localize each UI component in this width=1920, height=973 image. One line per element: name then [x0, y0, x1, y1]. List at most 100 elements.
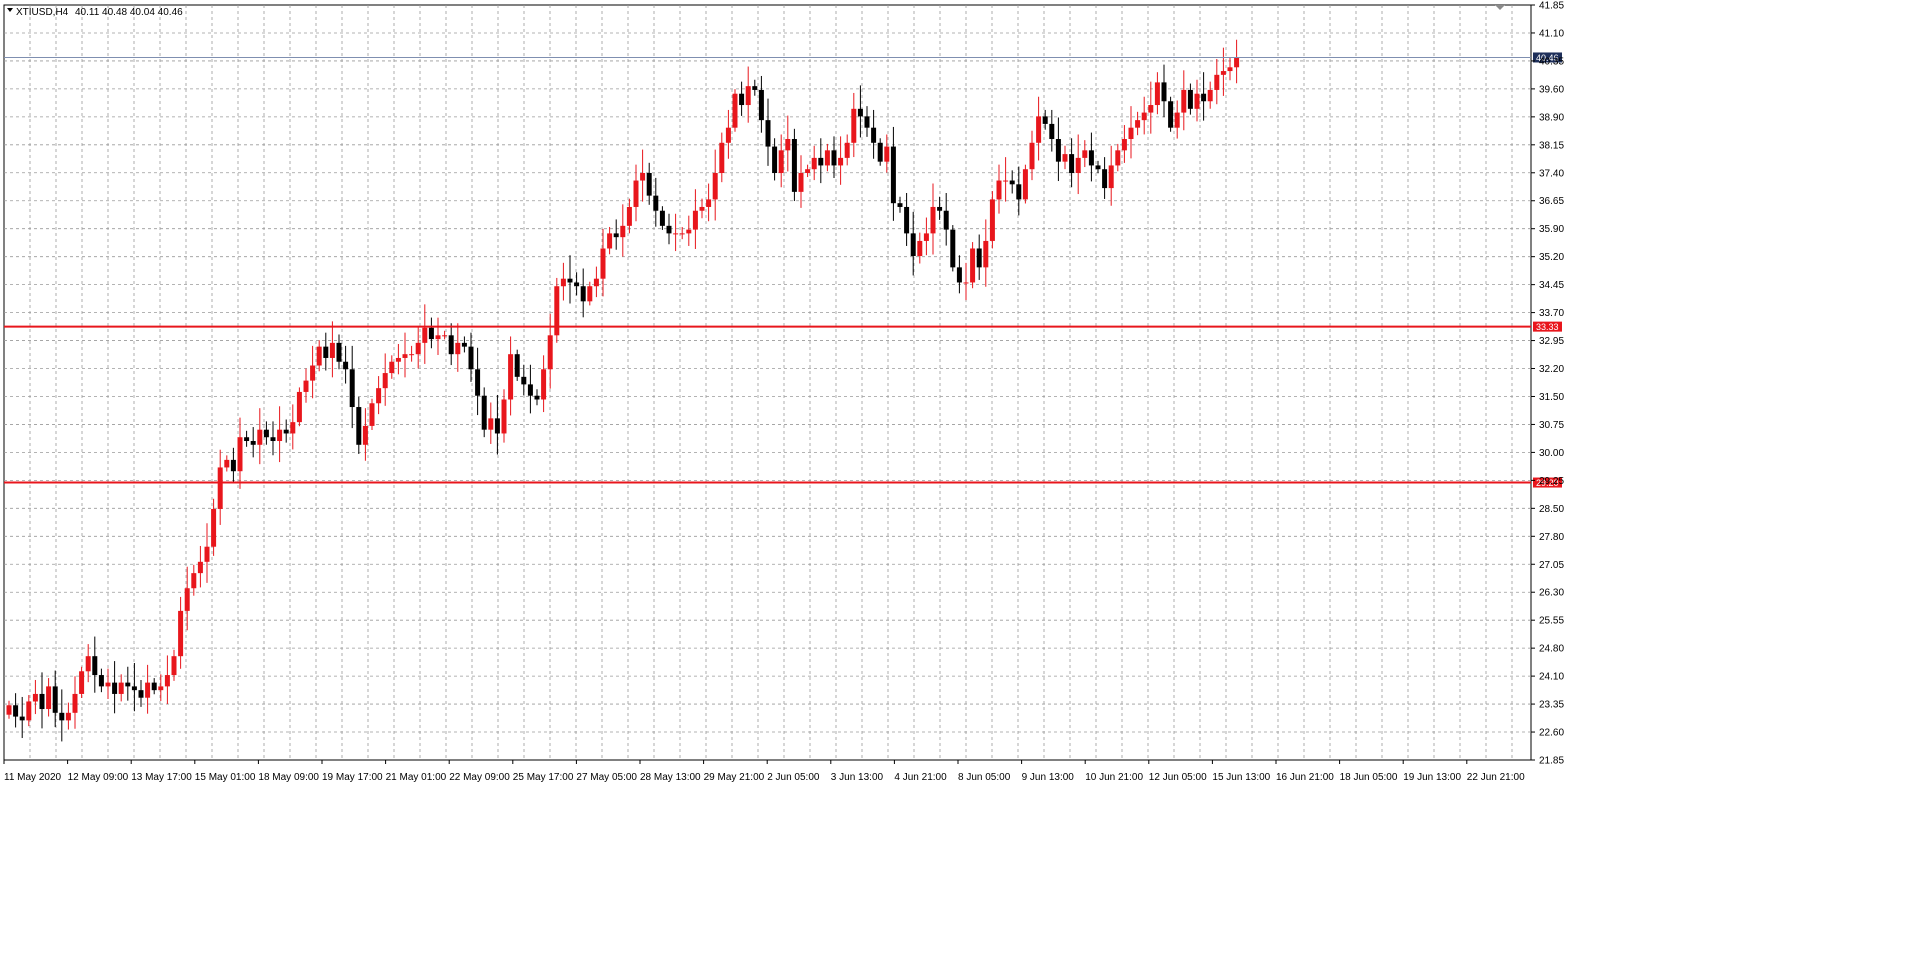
price-axis[interactable]: 41.85 41.10 40.35 39.60 38.90 38.15 37.40 36.65… [1531, 1, 1564, 767]
candle-body [587, 286, 593, 302]
ohlc-readout: 40.11 40.48 40.04 40.46 [75, 7, 183, 18]
candle-body [719, 142, 725, 173]
candle-body [184, 588, 190, 611]
candle-body [1141, 112, 1147, 121]
candle-body [1042, 116, 1048, 124]
candle-body [369, 403, 375, 426]
x-tick-label: 18 Jun 05:00 [1340, 772, 1398, 783]
candle-body [772, 146, 778, 173]
dropdown-triangle-icon[interactable] [7, 8, 13, 12]
candle-body [666, 225, 672, 234]
candle-body [798, 172, 804, 192]
candle-body [244, 437, 250, 442]
candle-body [1181, 89, 1187, 113]
candle-body [620, 225, 626, 238]
candle-body [131, 686, 137, 691]
candle-body [1207, 89, 1213, 102]
candle-body [811, 157, 817, 170]
candle-body [1108, 165, 1114, 189]
candle-body [79, 671, 85, 694]
candle-body [897, 203, 903, 207]
candle-body [824, 150, 830, 166]
candle-body [290, 422, 296, 434]
candle-body [197, 561, 203, 574]
candle-body [461, 342, 467, 347]
level-price-tag [1533, 321, 1562, 332]
candle-body [1234, 57, 1240, 68]
candle-body [211, 508, 217, 547]
candle-body [692, 210, 698, 230]
y-tick-label: 24.80 [1539, 644, 1564, 655]
x-tick-label: 11 May 2020 [4, 772, 62, 783]
candle-body [1148, 105, 1154, 113]
x-tick-label: 29 May 21:00 [704, 772, 765, 783]
y-tick-label: 38.90 [1539, 112, 1564, 123]
shift-marker-icon[interactable] [1495, 5, 1505, 10]
candle-body [607, 233, 613, 249]
horizontal-levels[interactable]: 33.33 29.20 40.46 [4, 52, 1562, 488]
candle-body [983, 240, 989, 268]
candle-body [98, 675, 104, 687]
y-tick-label: 26.30 [1539, 588, 1564, 599]
candle-body [765, 120, 771, 147]
candle-body [1082, 150, 1088, 158]
candle-body [428, 327, 434, 340]
y-tick-label: 41.10 [1539, 28, 1564, 39]
candle-body [884, 146, 890, 162]
y-tick-label: 27.80 [1539, 532, 1564, 543]
candle-body [323, 346, 329, 358]
candle-body [494, 418, 500, 434]
x-tick-label: 2 Jun 05:00 [767, 772, 820, 783]
y-tick-label: 22.60 [1539, 728, 1564, 739]
candle-body [930, 206, 936, 234]
candle-body [593, 278, 599, 287]
candle-body [1069, 154, 1075, 173]
candle-body [923, 233, 929, 241]
candle-body [475, 369, 481, 396]
candle-body [263, 429, 269, 438]
candle-body [257, 429, 263, 445]
candle-body [712, 172, 718, 200]
candle-body [699, 206, 705, 211]
candle-body [1115, 150, 1121, 166]
x-tick-label: 28 May 13:00 [640, 772, 701, 783]
candle-body [778, 150, 784, 173]
candle-body [435, 335, 441, 340]
candle-body [871, 127, 877, 143]
candle-body [1121, 139, 1127, 151]
candle-body [105, 682, 111, 687]
y-tick-label: 25.55 [1539, 616, 1564, 627]
candle-body [1201, 93, 1207, 102]
candle-body [659, 210, 665, 226]
candle-body [237, 437, 243, 472]
candle-body [277, 429, 283, 442]
candle-body [336, 342, 342, 362]
y-tick-label: 36.65 [1539, 196, 1564, 207]
candle-body [1062, 154, 1068, 162]
candle-body [560, 278, 566, 287]
candle-body [989, 199, 995, 241]
time-axis[interactable]: 11 May 2020 12 May 09:00 13 May 17:00 15 Ma… [3, 760, 1525, 783]
candle-body [950, 229, 956, 268]
candle-body [1174, 112, 1180, 128]
x-tick-label: 18 May 09:00 [258, 772, 319, 783]
candle-body [567, 278, 573, 283]
candle-body [1022, 169, 1028, 200]
level-price-label: 33.33 [1536, 322, 1559, 332]
x-tick-label: 12 May 09:00 [68, 772, 129, 783]
candle-body [626, 206, 632, 226]
candle-body [1220, 71, 1226, 75]
candle-body [362, 425, 368, 445]
candle-body [554, 286, 560, 336]
candle-body [745, 86, 751, 106]
candle-body [145, 682, 151, 698]
chart-header: XTIUSD,H4 40.11 40.48 40.04 40.46 [7, 5, 1505, 18]
candle-body [448, 335, 454, 355]
candle-body [52, 686, 58, 713]
candle-body [613, 233, 619, 238]
candle-body [633, 180, 639, 207]
x-tick-label: 21 May 01:00 [386, 772, 447, 783]
candle-body [349, 369, 355, 408]
